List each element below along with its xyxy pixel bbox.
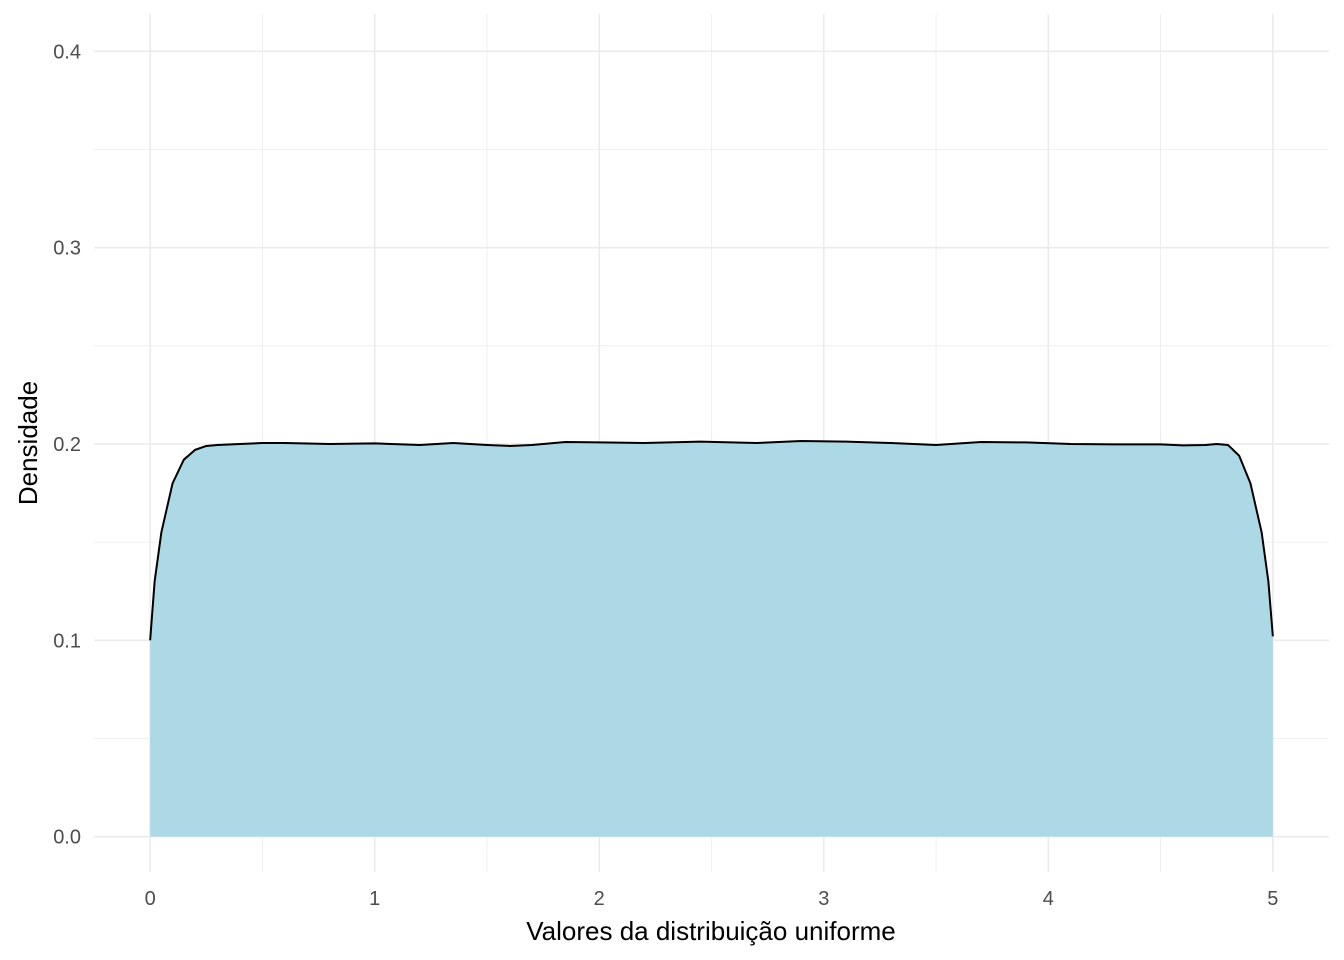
y-tick-label: 0.3: [53, 238, 81, 260]
density-series: [149, 440, 1274, 837]
y-tick-label: 0.1: [53, 630, 81, 652]
y-tick-label: 0.2: [53, 434, 81, 456]
y-tick-label: 0.0: [53, 827, 81, 849]
x-tick-label: 4: [1043, 888, 1054, 910]
y-axis-tick-labels: 0.0 0.1 0.2 0.3 0.4: [53, 41, 81, 848]
x-tick-label: 3: [818, 888, 829, 910]
x-axis-title: Valores da distribuição uniforme: [526, 916, 895, 946]
x-tick-label: 1: [369, 888, 380, 910]
density-area: [150, 441, 1273, 837]
x-axis-tick-labels: 0 1 2 3 4 5: [145, 888, 1279, 910]
x-tick-label: 2: [594, 888, 605, 910]
density-line: [149, 440, 1274, 641]
x-tick-label: 0: [145, 888, 156, 910]
y-tick-label: 0.4: [53, 41, 81, 63]
y-axis-title: Densidade: [13, 381, 43, 505]
x-tick-label: 5: [1267, 888, 1278, 910]
